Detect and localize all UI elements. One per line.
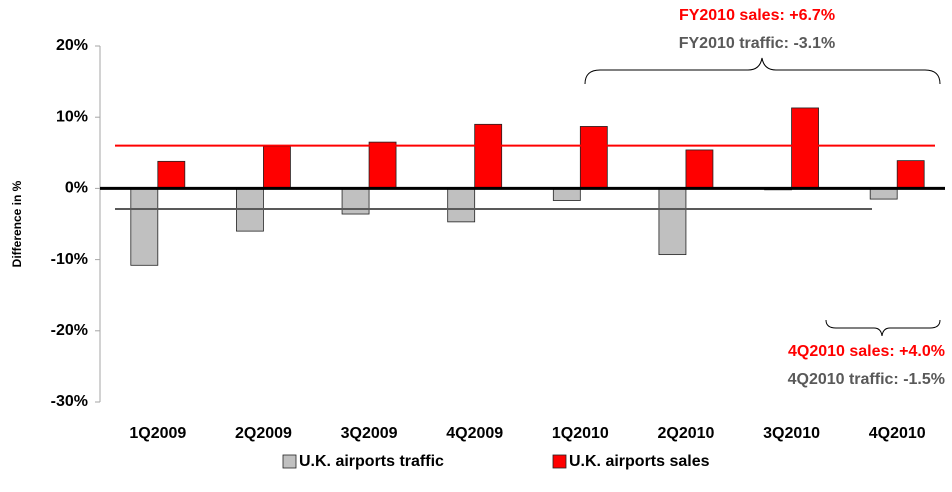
legend-swatch bbox=[552, 454, 567, 469]
x-tick-label: 2Q2010 bbox=[657, 425, 714, 442]
x-tick-label: 1Q2010 bbox=[552, 425, 609, 442]
bar bbox=[341, 187, 370, 215]
x-tick-label: 4Q2010 bbox=[869, 425, 926, 442]
bar bbox=[368, 141, 397, 189]
bar bbox=[130, 187, 159, 266]
annotation: 4Q2010 sales: +4.0% bbox=[788, 343, 945, 360]
bar bbox=[896, 160, 925, 189]
bar bbox=[263, 145, 291, 189]
y-tick-label: 10% bbox=[56, 108, 88, 125]
x-tick-label: 2Q2009 bbox=[235, 425, 292, 442]
legend-label: U.K. airports sales bbox=[569, 453, 710, 470]
x-tick-label: 1Q2009 bbox=[129, 425, 186, 442]
annotation: 4Q2010 traffic: -1.5% bbox=[788, 371, 945, 388]
bar bbox=[791, 107, 819, 189]
bar bbox=[157, 160, 186, 189]
x-tick-label: 4Q2009 bbox=[446, 425, 503, 442]
y-tick-label: -20% bbox=[51, 322, 88, 339]
x-tick-label: 3Q2010 bbox=[763, 425, 820, 442]
y-tick-label: 20% bbox=[56, 37, 88, 54]
annotation: FY2010 sales: +6.7% bbox=[679, 7, 835, 24]
x-tick-label: 3Q2009 bbox=[341, 425, 398, 442]
brace bbox=[584, 57, 941, 85]
y-tick-label: -30% bbox=[51, 393, 88, 410]
bar bbox=[658, 187, 687, 256]
legend-swatch bbox=[282, 454, 297, 469]
y-axis-label: Difference in % bbox=[10, 180, 24, 267]
y-tick-label: -10% bbox=[51, 251, 88, 268]
bar bbox=[447, 187, 476, 223]
bar bbox=[869, 187, 898, 200]
y-tick-label: 0% bbox=[65, 180, 88, 197]
bar bbox=[474, 123, 503, 189]
brace bbox=[825, 319, 941, 337]
legend-label: U.K. airports traffic bbox=[299, 453, 444, 470]
bar bbox=[685, 149, 714, 189]
bar bbox=[552, 187, 581, 201]
bar bbox=[579, 126, 608, 189]
annotation: FY2010 traffic: -3.1% bbox=[679, 35, 836, 52]
